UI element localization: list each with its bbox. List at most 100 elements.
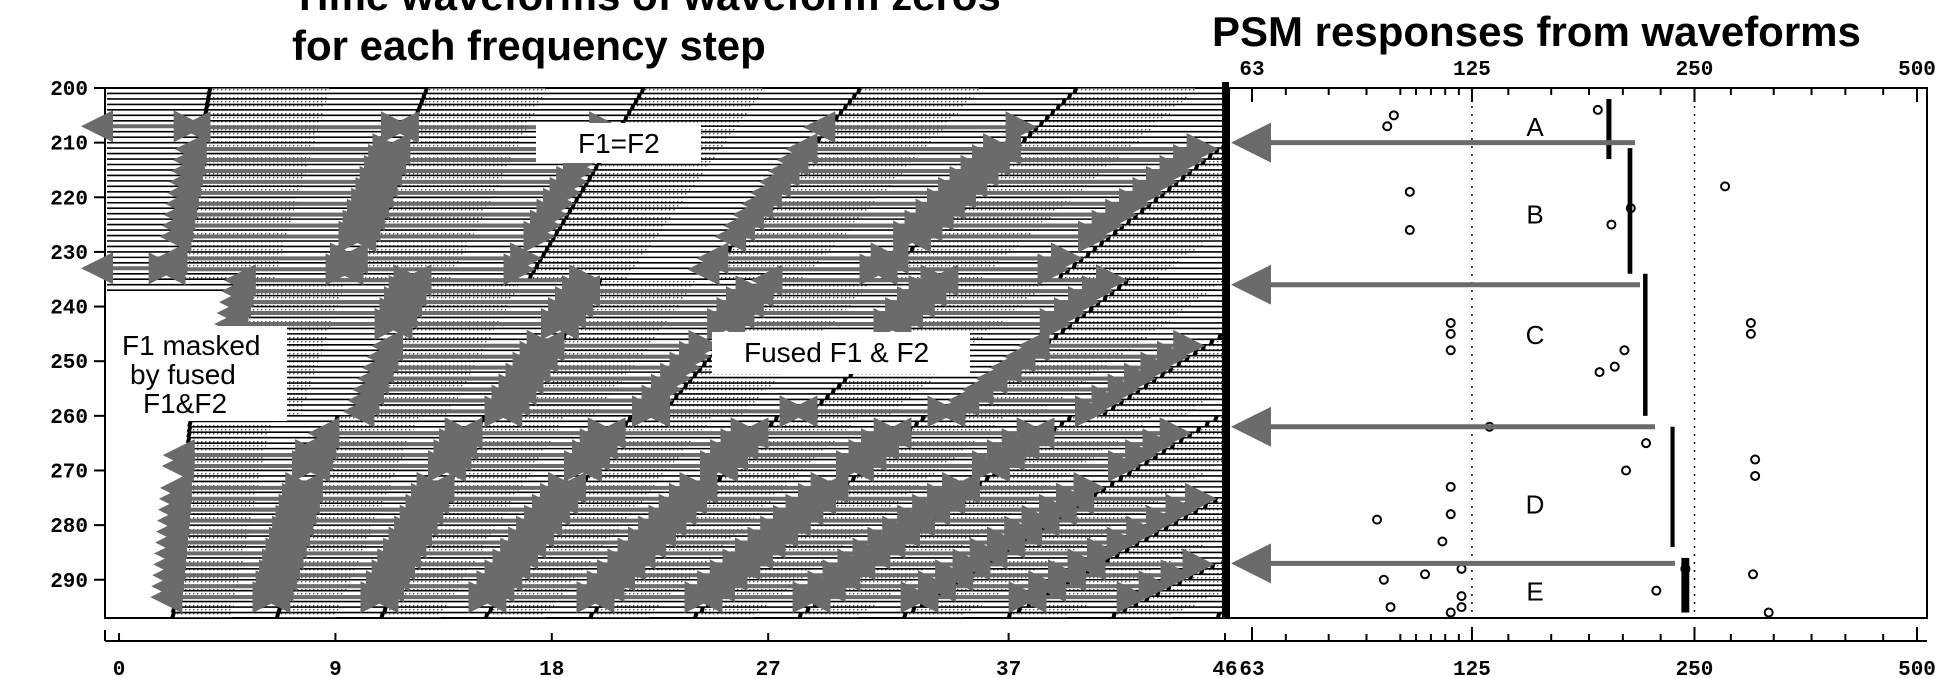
- psm-point: [1385, 602, 1396, 613]
- waveform-band: [1127, 547, 1194, 553]
- waveform-zero: [965, 191, 972, 198]
- waveform-band: [189, 438, 268, 443]
- waveform-band: [354, 274, 452, 279]
- psm-trace: [1681, 557, 1690, 613]
- waveform-band: [725, 252, 826, 257]
- waveform-zero: [1075, 573, 1081, 581]
- waveform-zero: [787, 530, 794, 537]
- waveform-zero: [805, 606, 811, 614]
- waveform-band: [592, 613, 650, 618]
- waveform-zero: [1200, 158, 1207, 166]
- waveform-zero: [511, 409, 518, 417]
- waveform-zero: [1102, 409, 1108, 417]
- waveform-band: [1108, 558, 1173, 563]
- waveform-zero: [1016, 606, 1022, 614]
- waveform-zero: [357, 256, 363, 264]
- masked-label-bg: [112, 326, 287, 421]
- waveform-zero: [332, 420, 338, 428]
- waveform-zero: [418, 535, 425, 543]
- waveform-zero: [773, 415, 780, 422]
- waveform-zero: [175, 557, 181, 564]
- waveform-band: [834, 389, 918, 394]
- waveform-zero: [353, 267, 359, 275]
- waveform-zero: [527, 551, 534, 559]
- waveform-zero: [395, 158, 402, 166]
- waveform-band: [393, 350, 482, 356]
- waveform-zero: [184, 213, 191, 220]
- waveform-band: [365, 247, 466, 252]
- waveform-band: [331, 438, 410, 443]
- psm-point: [1445, 317, 1456, 328]
- waveform-band: [1104, 487, 1177, 492]
- waveform-band: [1043, 525, 1112, 531]
- waveform-band: [1010, 613, 1068, 618]
- waveform-band: [188, 443, 267, 449]
- psm-point: [1750, 470, 1761, 481]
- waveform-zero: [299, 530, 306, 537]
- waveform-zero: [1092, 245, 1098, 253]
- waveform-zero: [593, 163, 600, 171]
- waveform-zero: [704, 273, 710, 280]
- waveform-band: [176, 580, 239, 585]
- waveform-band: [633, 104, 751, 110]
- waveform-zero: [185, 207, 192, 215]
- waveform-zero: [737, 453, 744, 461]
- waveform-band: [1216, 498, 1225, 503]
- psm-top-axis: 63 125 250 500: [1229, 59, 1936, 102]
- waveform-band: [564, 219, 668, 225]
- waveform-zero: [181, 486, 187, 493]
- psm-point: [1437, 536, 1448, 547]
- waveform-zero: [668, 398, 675, 406]
- waveform-band: [177, 274, 275, 279]
- waveform-zero: [404, 562, 411, 570]
- waveform-zero: [999, 464, 1005, 472]
- masked-label-line2: by fused: [130, 359, 236, 390]
- waveform-band: [567, 503, 638, 509]
- waveform-band: [209, 94, 328, 99]
- left-y-axis: 200 210 220 230 240 250 260 270 280 290: [50, 79, 105, 594]
- waveform-band: [319, 476, 394, 482]
- waveform-band: [1149, 203, 1225, 208]
- x-tick-label: 37: [996, 659, 1021, 678]
- waveform-band: [777, 416, 858, 421]
- waveform-zero: [402, 322, 408, 329]
- waveform-zero: [397, 153, 404, 160]
- psm-point: [1748, 569, 1759, 580]
- waveform-zero: [374, 213, 380, 220]
- waveform-band: [564, 334, 655, 339]
- waveform-band: [1217, 148, 1225, 154]
- waveform-band: [633, 569, 696, 574]
- waveform-band: [188, 449, 265, 454]
- waveform-zero: [511, 573, 518, 581]
- waveform-band: [1196, 509, 1225, 514]
- waveform-band: [941, 219, 1045, 225]
- waveform-zero: [731, 240, 737, 247]
- waveform-zero: [683, 382, 689, 390]
- waveform-zero: [1059, 420, 1065, 428]
- waveform-zero: [1176, 360, 1182, 368]
- waveform-zero: [378, 202, 385, 209]
- waveform-band: [1173, 443, 1225, 449]
- waveform-band: [746, 449, 823, 454]
- waveform-band: [1070, 416, 1151, 421]
- waveform-zero: [988, 169, 994, 176]
- waveform-zero: [1199, 568, 1205, 575]
- waveform-zero: [863, 464, 869, 472]
- waveform-band: [487, 613, 545, 618]
- waveform-bands: [173, 88, 1225, 618]
- waveform-zero: [276, 606, 282, 614]
- waveform-band: [422, 285, 519, 290]
- psm-point: [1763, 607, 1774, 618]
- waveform-zero: [304, 513, 310, 521]
- waveform-band: [933, 296, 1029, 301]
- waveform-zero: [466, 442, 473, 450]
- waveform-band: [860, 471, 935, 476]
- waveform-zero: [1166, 584, 1172, 592]
- waveform-zero: [900, 322, 907, 329]
- waveform-band: [400, 334, 491, 339]
- waveform-band: [730, 247, 831, 252]
- waveform-zero: [185, 437, 192, 444]
- waveform-zero: [850, 475, 857, 482]
- waveform-band: [174, 607, 233, 613]
- waveform-band: [832, 121, 948, 126]
